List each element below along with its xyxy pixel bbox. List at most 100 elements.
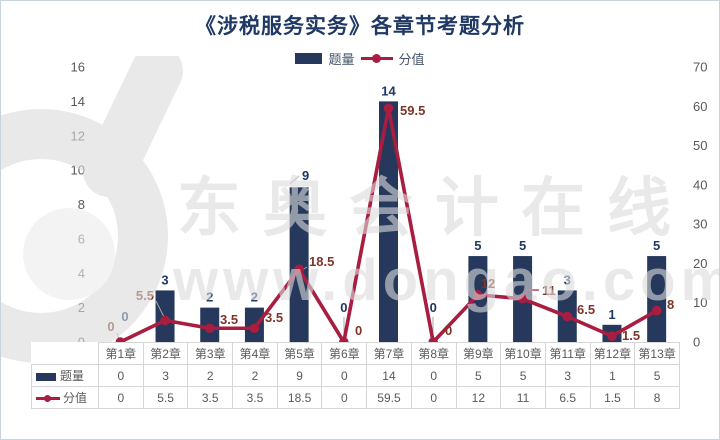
svg-text:50: 50: [693, 138, 707, 153]
table-category-header: 第3章: [187, 342, 234, 365]
svg-text:1.5: 1.5: [622, 328, 640, 343]
table-cell: 0: [98, 364, 144, 387]
svg-text:40: 40: [693, 177, 707, 192]
svg-text:5: 5: [653, 238, 660, 253]
table-cell: 5: [455, 364, 502, 387]
table-category-header: 第11章: [544, 342, 591, 365]
svg-text:8: 8: [78, 197, 85, 212]
svg-text:59.5: 59.5: [400, 103, 425, 118]
svg-text:5: 5: [519, 238, 526, 253]
svg-text:20: 20: [693, 256, 707, 271]
table-cell: 3.5: [232, 386, 278, 409]
table-category-header: 第12章: [589, 342, 636, 365]
svg-text:12: 12: [481, 276, 495, 291]
svg-text:6: 6: [78, 231, 85, 246]
table-corner: [31, 342, 99, 365]
table-cell: 12: [455, 386, 502, 409]
table-cell: 14: [366, 364, 412, 387]
table-category-header: 第10章: [500, 342, 546, 365]
svg-text:12: 12: [71, 128, 85, 143]
table-cell: 3.5: [187, 386, 234, 409]
table-category-header: 第13章: [634, 342, 680, 365]
table-row-header: 分值: [31, 386, 99, 409]
table-cell: 0: [410, 364, 457, 387]
table-cell: 5: [500, 364, 546, 387]
table-category-header: 第8章: [410, 342, 457, 365]
svg-text:0: 0: [430, 300, 437, 315]
table-category-header: 第5章: [276, 342, 323, 365]
svg-text:30: 30: [693, 217, 707, 232]
table-cell: 6.5: [544, 386, 591, 409]
svg-text:14: 14: [71, 94, 85, 109]
svg-text:5.5: 5.5: [136, 288, 154, 303]
table-cell: 5.5: [142, 386, 189, 409]
table-cell: 5: [634, 364, 680, 387]
table-cell: 2: [232, 364, 278, 387]
legend-label-scores: 分值: [398, 51, 425, 67]
table-cell: 8: [634, 386, 680, 409]
table-cell: 18.5: [276, 386, 323, 409]
svg-text:3: 3: [161, 272, 168, 287]
svg-text:2: 2: [78, 300, 85, 315]
table-cell: 59.5: [366, 386, 412, 409]
table-header-row: 第1章 第2章 第3章 第4章 第5章 第6章 第7章 第8章 第9章 第10章 第11章 第12章第…: [31, 342, 680, 365]
svg-text:60: 60: [693, 99, 707, 114]
table-category-header: 第4章: [232, 342, 278, 365]
svg-text:4: 4: [78, 266, 85, 281]
svg-text:0: 0: [121, 309, 128, 324]
data-table: 第1章 第2章 第3章 第4章 第5章 第6章 第7章 第8章 第9章 第10章 第11章 第12章第…: [31, 342, 680, 409]
svg-text:0: 0: [107, 319, 114, 334]
svg-text:0: 0: [340, 300, 347, 315]
table-row-header: 题量: [31, 364, 99, 387]
svg-text:10: 10: [693, 295, 707, 310]
table-cell: 1.5: [589, 386, 636, 409]
table-category-header: 第7章: [366, 342, 412, 365]
chart-legend: 题量 分值: [1, 49, 719, 67]
y-axis-left-ticks: 0246810121416: [71, 60, 85, 350]
svg-text:9: 9: [302, 168, 309, 183]
svg-text:3.5: 3.5: [220, 312, 238, 327]
table-category-header: 第6章: [321, 342, 368, 365]
table-cell: 11: [500, 386, 546, 409]
svg-text:14: 14: [381, 83, 396, 98]
svg-text:1: 1: [608, 307, 615, 322]
table-cell: 9: [276, 364, 323, 387]
table-row-questions: 题量 0 3 2 2 9 0 14 0 5 5 3 1 5: [31, 364, 680, 387]
svg-text:8: 8: [667, 297, 674, 312]
legend-label-questions: 题量: [328, 51, 355, 67]
svg-text:70: 70: [693, 60, 707, 75]
svg-text:3: 3: [564, 272, 571, 287]
page-title: 《涉税服务实务》各章节考题分析: [195, 15, 525, 38]
legend-line-swatch: [360, 53, 393, 64]
svg-text:10: 10: [71, 163, 85, 178]
table-cell: 0: [321, 364, 368, 387]
table-cell: 0: [321, 386, 368, 409]
table-cell: 0: [98, 386, 144, 409]
table-row-scores: 分值 0 5.5 3.5 3.5 18.5 0 59.5 0 12 11 6.5 1.5 8: [31, 386, 680, 409]
table-cell: 2: [187, 364, 234, 387]
svg-text:0: 0: [693, 335, 700, 350]
table-cell: 3: [544, 364, 591, 387]
svg-text:6.5: 6.5: [577, 302, 595, 317]
svg-text:0: 0: [445, 323, 452, 338]
svg-text:5: 5: [474, 238, 481, 253]
svg-text:0: 0: [355, 323, 362, 338]
table-cell: 3: [142, 364, 189, 387]
svg-text:18.5: 18.5: [309, 254, 334, 269]
table-cell: 0: [410, 386, 457, 409]
table-category-header: 第1章: [98, 342, 144, 365]
table-bar-swatch: [36, 372, 56, 381]
table-category-header: 第2章: [142, 342, 189, 365]
svg-text:16: 16: [71, 60, 85, 75]
y-axis-right-ticks: 0 10 20 30 40 50 60 70: [693, 60, 707, 350]
svg-text:2: 2: [251, 290, 258, 305]
legend-bar-swatch: [295, 52, 323, 64]
table-line-swatch: [36, 394, 60, 403]
svg-text:2: 2: [206, 290, 213, 305]
table-cell: 1: [589, 364, 636, 387]
table-category-header: 第9章: [455, 342, 502, 365]
svg-text:11: 11: [542, 283, 556, 298]
svg-text:3.5: 3.5: [265, 310, 283, 325]
